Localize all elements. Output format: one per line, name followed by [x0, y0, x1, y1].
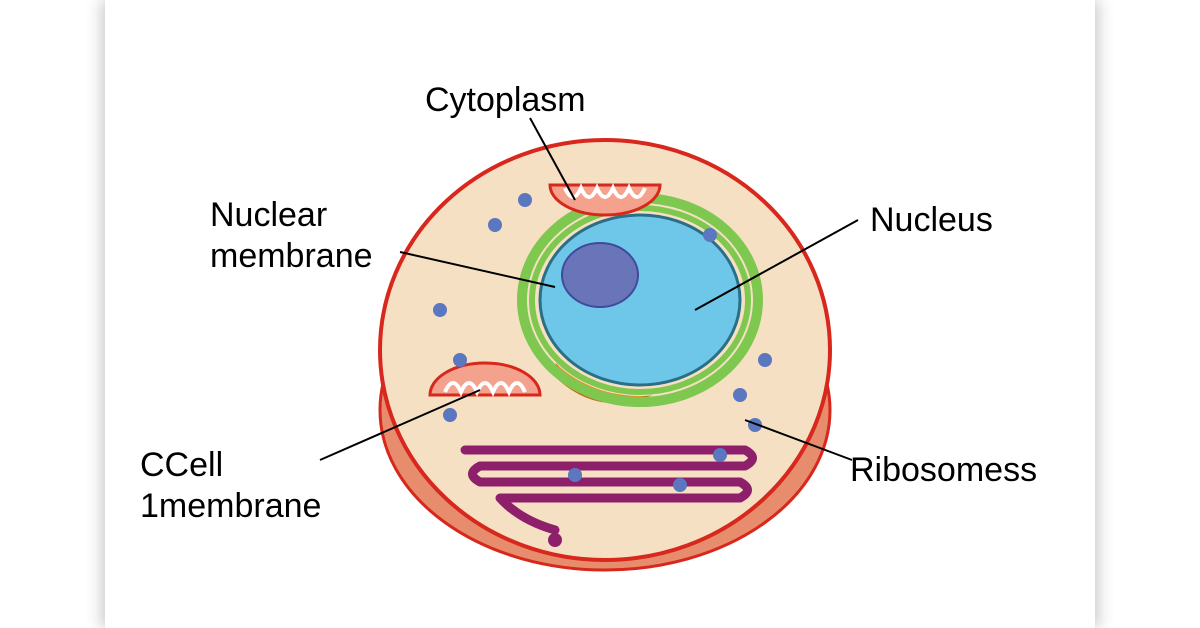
- label-cell-membrane: CCell 1membrane: [140, 445, 321, 527]
- page: Cytoplasm Nuclear membrane Nucleus CCell…: [0, 0, 1200, 628]
- er-end-dot: [548, 533, 562, 547]
- cell-diagram: [0, 0, 1200, 628]
- label-nucleus: Nucleus: [870, 200, 993, 241]
- label-cytoplasm: Cytoplasm: [425, 80, 586, 121]
- nucleolus: [562, 243, 638, 307]
- label-nuclear-membrane: Nuclear membrane: [210, 195, 373, 277]
- label-ribosomes: Ribosomess: [850, 450, 1037, 491]
